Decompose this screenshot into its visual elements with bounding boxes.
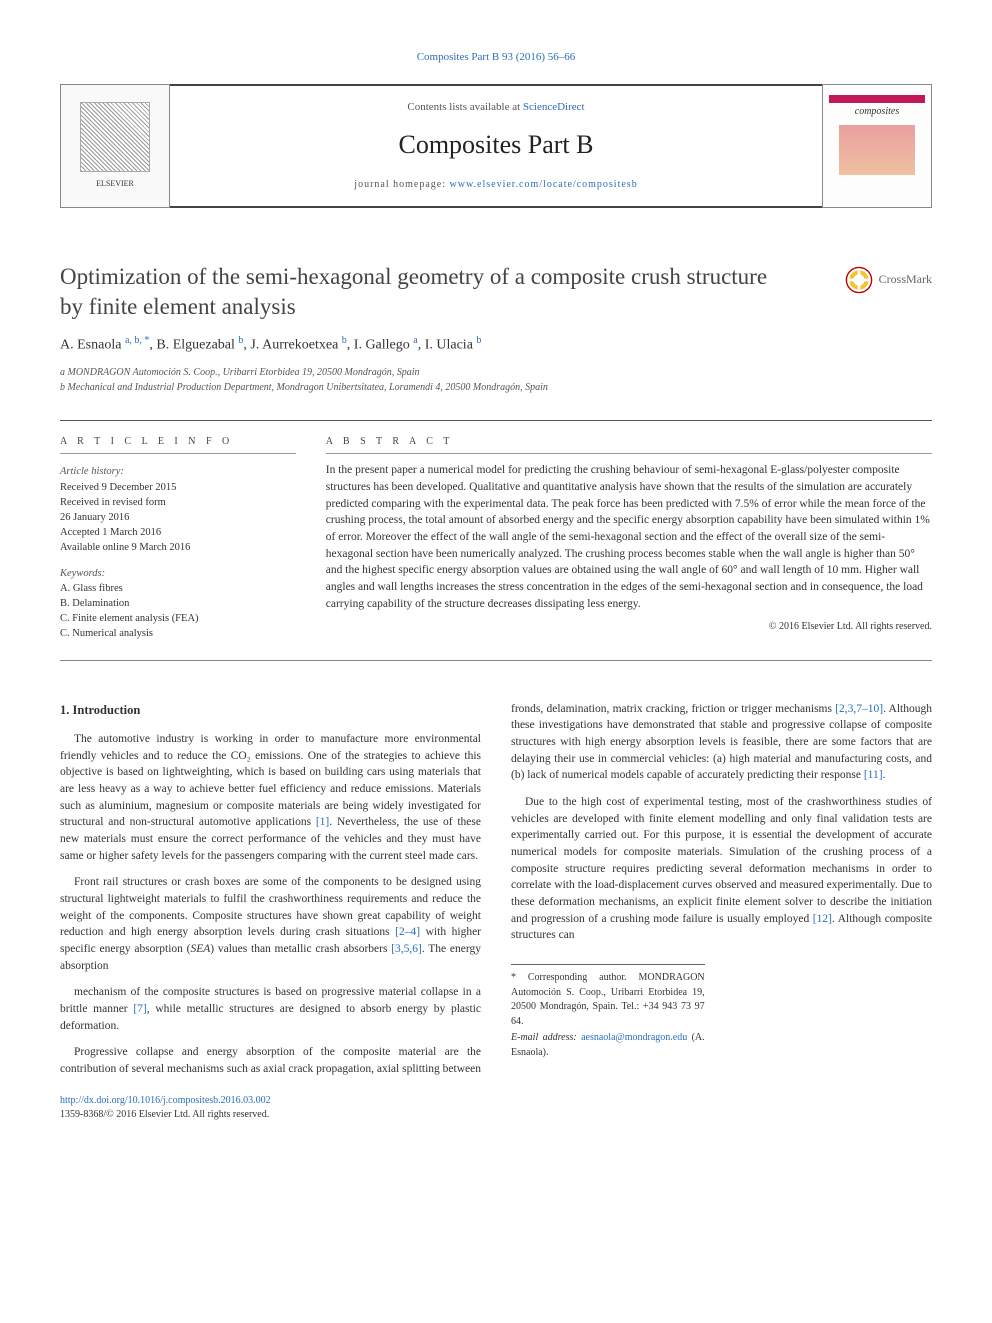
article-info-column: A R T I C L E I N F O Article history: R… <box>60 435 296 642</box>
sciencedirect-link[interactable]: ScienceDirect <box>523 101 585 113</box>
history-line: 26 January 2016 <box>60 510 296 525</box>
abstract-column: A B S T R A C T In the present paper a n… <box>326 435 932 642</box>
history-line: Available online 9 March 2016 <box>60 540 296 555</box>
crossmark-label: CrossMark <box>879 272 932 288</box>
history-line: Received in revised form <box>60 495 296 510</box>
keyword-line: A. Glass fibres <box>60 581 296 596</box>
affiliations: a MONDRAGON Automoción S. Coop., Uribarr… <box>60 366 932 396</box>
abstract-text: In the present paper a numerical model f… <box>326 462 932 612</box>
contents-prefix: Contents lists available at <box>407 101 522 113</box>
history-line: Accepted 1 March 2016 <box>60 525 296 540</box>
body-paragraph: The automotive industry is working in or… <box>60 731 481 864</box>
keyword-line: C. Finite element analysis (FEA) <box>60 611 296 626</box>
top-citation-link[interactable]: Composites Part B 93 (2016) 56–66 <box>417 51 576 63</box>
publisher-logo: ELSEVIER <box>60 84 170 208</box>
publisher-name: ELSEVIER <box>96 178 134 190</box>
elsevier-tree-icon <box>80 102 150 172</box>
page-footer: http://dx.doi.org/10.1016/j.compositesb.… <box>60 1094 932 1123</box>
footnotes: * Corresponding author. MONDRAGON Automo… <box>511 964 705 1060</box>
article-info-heading: A R T I C L E I N F O <box>60 435 296 455</box>
abstract-heading: A B S T R A C T <box>326 435 932 455</box>
author-list: A. Esnaola a, b, *, B. Elguezabal b, J. … <box>60 334 932 356</box>
keyword-line: B. Delamination <box>60 596 296 611</box>
keywords-label: Keywords: <box>60 566 296 581</box>
corresponding-author-note: * Corresponding author. MONDRAGON Automo… <box>511 971 705 1029</box>
affiliation-line: b Mechanical and Industrial Production D… <box>60 381 932 396</box>
article-title-text: Optimization of the semi-hexagonal geome… <box>60 264 767 319</box>
top-citation: Composites Part B 93 (2016) 56–66 <box>60 50 932 66</box>
crossmark-icon <box>845 266 873 294</box>
journal-title: Composites Part B <box>202 126 790 164</box>
journal-header: ELSEVIER Contents lists available at Sci… <box>60 84 932 208</box>
contents-lists-line: Contents lists available at ScienceDirec… <box>202 100 790 116</box>
history-line: Received 9 December 2015 <box>60 480 296 495</box>
body-paragraph: Front rail structures or crash boxes are… <box>60 874 481 974</box>
homepage-prefix: journal homepage: <box>354 179 449 190</box>
issn-copyright-line: 1359-8368/© 2016 Elsevier Ltd. All right… <box>60 1109 269 1120</box>
doi-link[interactable]: http://dx.doi.org/10.1016/j.compositesb.… <box>60 1095 271 1106</box>
body-paragraph: mechanism of the composite structures is… <box>60 984 481 1034</box>
journal-homepage-link[interactable]: www.elsevier.com/locate/compositesb <box>450 179 638 190</box>
journal-homepage-line: journal homepage: www.elsevier.com/locat… <box>202 178 790 193</box>
email-line: E-mail address: aesnaola@mondragon.edu (… <box>511 1031 705 1060</box>
section-heading-1: 1. Introduction <box>60 701 481 719</box>
crossmark-badge[interactable]: CrossMark <box>845 266 932 294</box>
cover-art-icon <box>839 125 916 175</box>
article-title: Optimization of the semi-hexagonal geome… <box>60 262 932 322</box>
affiliation-line: a MONDRAGON Automoción S. Coop., Uribarr… <box>60 366 932 381</box>
abstract-copyright: © 2016 Elsevier Ltd. All rights reserved… <box>326 620 932 635</box>
email-label: E-mail address: <box>511 1032 581 1043</box>
keyword-line: C. Numerical analysis <box>60 626 296 641</box>
cover-title: composites <box>855 105 899 120</box>
body-text: 1. Introduction The automotive industry … <box>60 701 932 1078</box>
history-label: Article history: <box>60 464 296 479</box>
body-paragraph: Due to the high cost of experimental tes… <box>511 794 932 944</box>
author-email-link[interactable]: aesnaola@mondragon.edu <box>581 1032 687 1043</box>
journal-cover-thumbnail: composites <box>822 84 932 208</box>
